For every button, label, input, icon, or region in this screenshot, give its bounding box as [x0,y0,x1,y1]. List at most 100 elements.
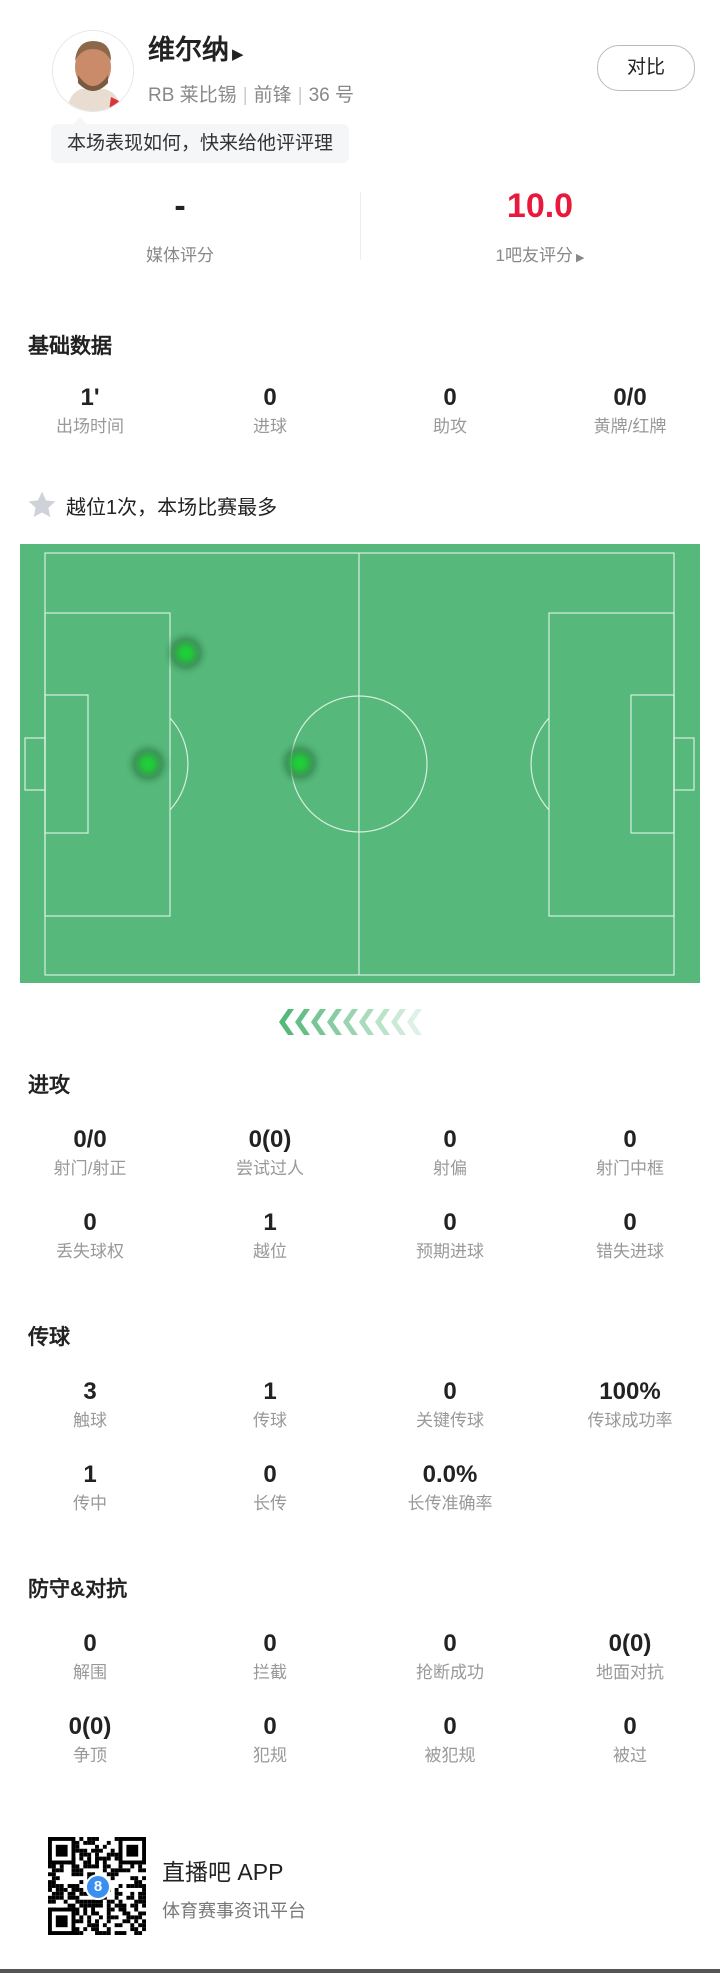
stat-value: 0/0 [73,1126,107,1153]
chevron-left-icon [359,1009,374,1035]
stat-defense: 0 被犯规 [360,1713,540,1767]
stat-value: 0 [263,1461,277,1488]
chevron-left-icon [311,1009,326,1035]
app-tagline: 体育赛事资讯平台 [162,1901,306,1921]
stat-label: 解围 [73,1663,107,1682]
stat-label: 传中 [73,1494,107,1513]
stat-defense: 0 解围 [0,1630,180,1684]
stat-value: 1 [263,1378,277,1405]
section-title-passing: 传球 [28,1326,70,1349]
stat-label: 地面对抗 [596,1663,664,1682]
chevron-left-icon [391,1009,406,1035]
stat-value: 0/0 [613,384,647,411]
stat-defense: 0(0) 地面对抗 [540,1630,720,1684]
section-title-basic: 基础数据 [28,335,112,358]
stat-label: 黄牌/红牌 [593,417,667,436]
stat-attack: 0 射偏 [360,1126,540,1180]
heat-spot [162,629,210,677]
stat-label: 助攻 [433,417,467,436]
stat-defense: 0 抢断成功 [360,1630,540,1684]
chevron-left-icon [343,1009,358,1035]
stat-passing: 3 触球 [0,1378,180,1432]
stat-label: 越位 [253,1242,287,1261]
stat-passing: 0.0% 长传准确率 [360,1461,540,1515]
stat-defense: 0(0) 争顶 [0,1713,180,1767]
stat-label: 传球成功率 [587,1411,673,1430]
stat-value: 0 [263,1630,277,1657]
stat-passing: 100% 传球成功率 [540,1378,720,1432]
stat-attack: 1 越位 [180,1209,360,1263]
stat-passing: 1 传球 [180,1378,360,1432]
stat-value: 0 [623,1126,637,1153]
stat-label: 被过 [613,1746,647,1765]
stat-label: 丢失球权 [56,1242,124,1261]
stat-value: 0(0) [608,1630,652,1657]
compare-button[interactable]: 对比 [597,45,695,91]
player-name[interactable]: 维尔纳 ▶ [148,35,244,65]
divider [360,192,361,260]
play-arrow-icon: ▶ [232,46,244,63]
stat-value: 0 [443,1126,457,1153]
fan-rating[interactable]: 10.0 1吧友评分 ▶ [495,187,585,265]
stat-label: 被犯规 [424,1746,476,1765]
stat-value: 0 [443,1378,457,1405]
stat-value: 1' [80,384,100,411]
stat-value: 0(0) [248,1126,292,1153]
stat-label: 争顶 [73,1746,107,1765]
stat-label: 触球 [73,1411,107,1430]
chevron-left-icon [295,1009,310,1035]
stat-attack: 0(0) 尝试过人 [180,1126,360,1180]
stat-value: 1 [83,1461,97,1488]
stat-label: 犯规 [253,1746,287,1765]
stat-value: 0 [623,1713,637,1740]
media-rating: - 媒体评分 [146,187,214,265]
chevron-left-icon [279,1009,294,1035]
stat-label: 尝试过人 [236,1159,304,1178]
stat-value: 0 [623,1209,637,1236]
stat-label: 进球 [253,417,287,436]
stat-attack: 0 预期进球 [360,1209,540,1263]
stat-attack: 0 丢失球权 [0,1209,180,1263]
chevron-left-icon [327,1009,342,1035]
qr-code: 8 [48,1837,146,1935]
heatmap-pitch [20,544,700,983]
stat-label: 拦截 [253,1663,287,1682]
stat-attack: 0 射门中框 [540,1126,720,1180]
app-name: 直播吧 APP [162,1859,284,1885]
stat-value: 1 [263,1209,277,1236]
attack-direction-chevrons [278,1008,448,1041]
stat-label: 出场时间 [56,417,124,436]
chevron-left-icon [375,1009,390,1035]
stat-value: 0.0% [422,1461,478,1488]
star-icon [28,491,56,518]
app-logo-badge: 8 [85,1874,111,1900]
section-title-defense: 防守&对抗 [28,1578,128,1601]
stat-value: 100% [599,1378,661,1405]
chevron-left-icon [407,1009,422,1035]
stat-value: 0 [83,1209,97,1236]
stat-value: 0 [263,1713,277,1740]
stat-attack: 0 错失进球 [540,1209,720,1263]
stat-value: 3 [83,1378,97,1405]
player-info: RB 莱比锡 | 前锋 | 36 号 [148,85,354,106]
heat-spot [276,739,324,787]
stat-label: 长传准确率 [407,1494,493,1513]
stat-basic: 0 助攻 [360,384,540,438]
stat-defense: 0 被过 [540,1713,720,1767]
stat-value: 0(0) [68,1713,112,1740]
stat-passing: 0 长传 [180,1461,360,1515]
stat-attack: 0/0 射门/射正 [0,1126,180,1180]
stat-defense: 0 拦截 [180,1630,360,1684]
stat-value: 0 [263,384,277,411]
highlight: 越位1次，本场比赛最多 [26,489,277,521]
stat-value: 0 [83,1630,97,1657]
player-avatar[interactable] [52,30,134,112]
rating-prompt[interactable]: 本场表现如何，快来给他评评理 [51,117,350,163]
stat-basic: 1' 出场时间 [0,384,180,438]
stat-label: 抢断成功 [416,1663,484,1682]
stat-label: 射门中框 [596,1159,664,1178]
stat-basic: 0 进球 [180,384,360,438]
bottom-bar [0,1969,720,1973]
stat-label: 预期进球 [416,1242,484,1261]
stat-basic: 0/0 黄牌/红牌 [540,384,720,438]
